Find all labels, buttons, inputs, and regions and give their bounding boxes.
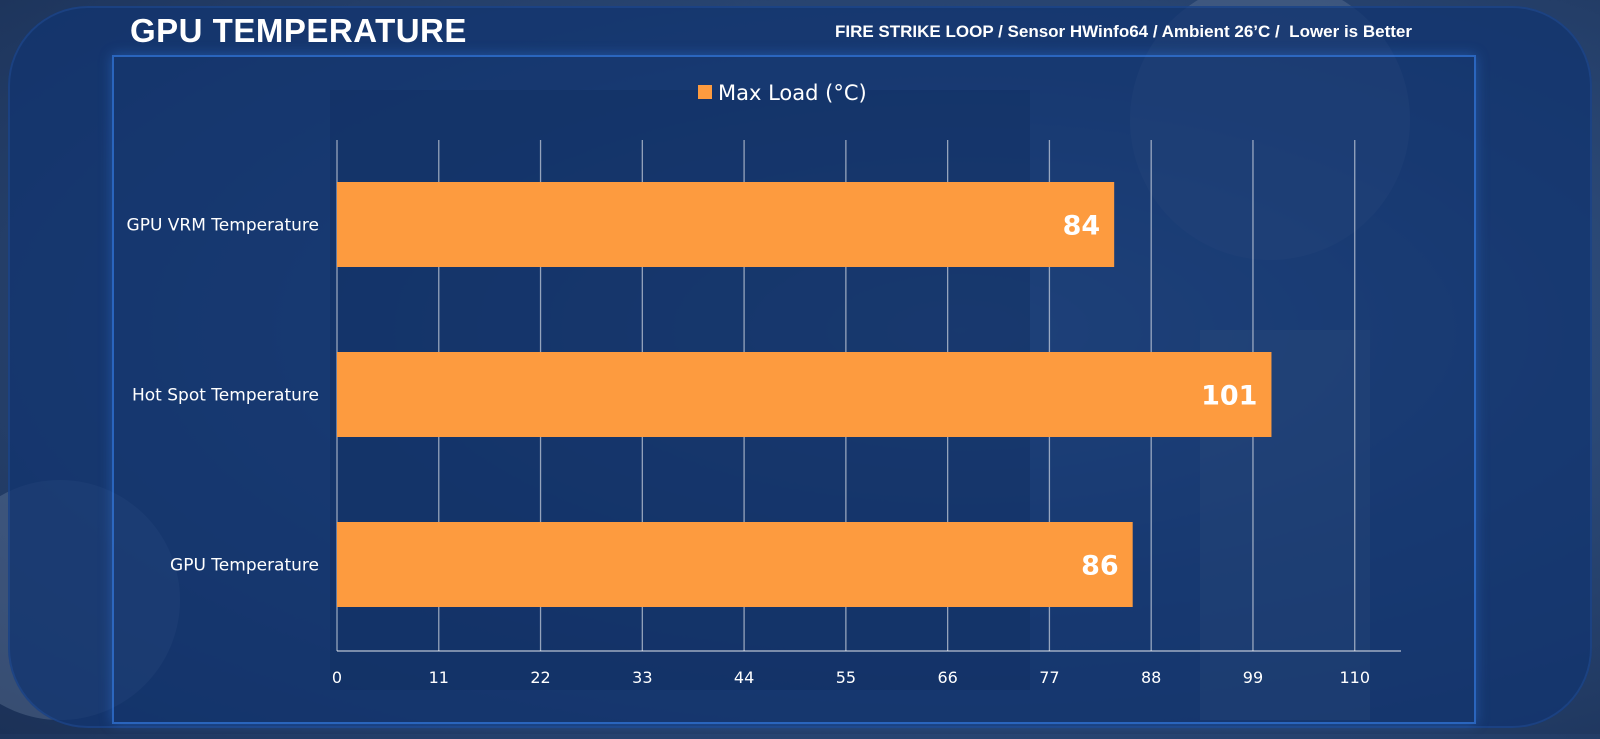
data-label: 84 xyxy=(1063,211,1101,242)
x-tick-label: 22 xyxy=(530,668,550,687)
category-label: Hot Spot Temperature xyxy=(132,386,319,406)
bar xyxy=(337,352,1272,437)
x-tick-label: 55 xyxy=(836,668,856,687)
x-tick-label: 33 xyxy=(632,668,652,687)
legend-label: Max Load (°C) xyxy=(718,81,867,105)
category-label: GPU VRM Temperature xyxy=(127,216,319,236)
legend-swatch xyxy=(698,85,712,99)
x-tick-label: 88 xyxy=(1141,668,1161,687)
x-tick-label: 99 xyxy=(1243,668,1263,687)
chart-subtitle: FIRE STRIKE LOOP / Sensor HWinfo64 / Amb… xyxy=(834,22,1412,41)
x-tick-label: 110 xyxy=(1339,668,1370,687)
bars: 84 101 86 xyxy=(337,182,1272,607)
data-label: 101 xyxy=(1201,381,1257,412)
x-tick-label: 11 xyxy=(429,668,449,687)
x-tick-label: 44 xyxy=(734,668,754,687)
category-label: GPU Temperature xyxy=(170,556,319,576)
chart-title: GPU TEMPERATURE xyxy=(130,12,467,49)
x-tick-labels: 0 11 22 33 44 55 66 77 88 99 110 xyxy=(332,668,1370,687)
data-label: 86 xyxy=(1081,551,1119,582)
bar xyxy=(337,522,1133,607)
bar xyxy=(337,182,1115,267)
category-labels: GPU VRM Temperature Hot Spot Temperature G… xyxy=(127,216,319,576)
plot-border xyxy=(112,55,1476,724)
x-tick-label: 77 xyxy=(1039,668,1059,687)
x-tick-label: 66 xyxy=(937,668,957,687)
legend: Max Load (°C) xyxy=(698,81,867,105)
x-tick-label: 0 xyxy=(332,668,342,687)
